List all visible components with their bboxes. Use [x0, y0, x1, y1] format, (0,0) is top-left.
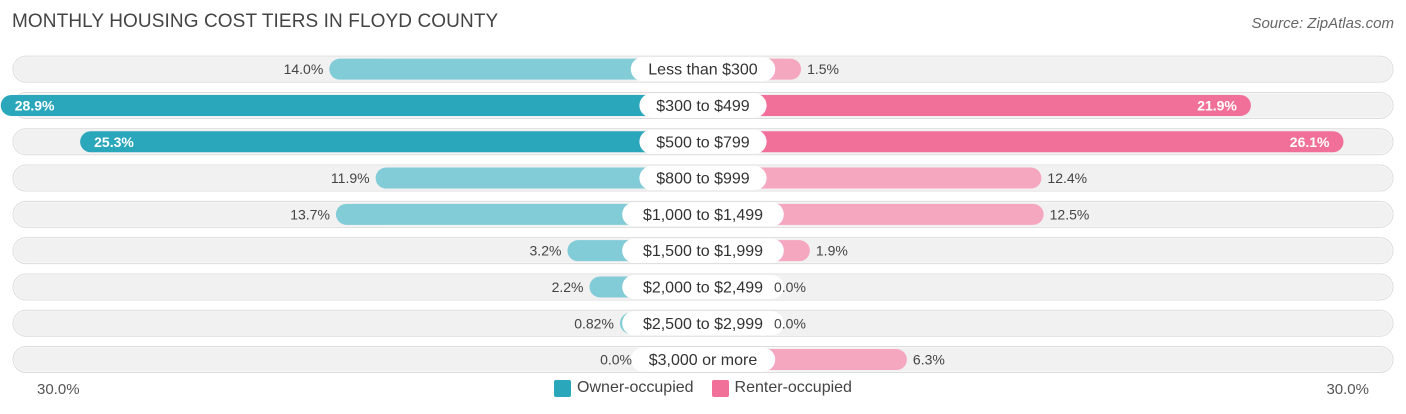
owner-value-label: 13.7%	[290, 206, 330, 222]
legend-item-owner[interactable]: Owner-occupied	[554, 379, 694, 397]
chart-title: MONTHLY HOUSING COST TIERS IN FLOYD COUN…	[12, 11, 499, 32]
category-pill	[639, 166, 767, 191]
category-label: $800 to $999	[656, 171, 750, 188]
renter-value-label: 1.9%	[816, 243, 848, 259]
renter-value-label: 0.0%	[774, 315, 806, 331]
renter-bar	[703, 203, 1044, 225]
category-pill	[622, 274, 784, 299]
category-label: $300 to $499	[656, 98, 750, 115]
category-label: $1,000 to $1,499	[643, 207, 763, 224]
renter-value-label: 6.3%	[913, 352, 945, 368]
renter-bar	[703, 131, 1344, 153]
category-pill	[630, 57, 776, 82]
category-label: Less than $300	[648, 62, 758, 79]
owner-value-label: 3.2%	[530, 243, 562, 259]
owner-bar	[335, 203, 703, 225]
category-pill	[622, 202, 784, 227]
renter-bar	[703, 94, 1251, 116]
axis-left-label: 30.0%	[37, 381, 80, 398]
owner-value-label: 14.0%	[284, 61, 324, 77]
owner-value-label: 2.2%	[552, 279, 584, 295]
renter-value-label: 12.5%	[1050, 206, 1090, 222]
legend-owner-label: Owner-occupied	[577, 379, 694, 396]
owner-value-label: 28.9%	[15, 97, 55, 113]
owner-swatch-icon	[554, 379, 572, 397]
category-pill	[639, 93, 767, 118]
category-pill	[622, 238, 784, 263]
owner-value-label: 0.0%	[600, 352, 632, 368]
owner-value-label: 25.3%	[94, 134, 134, 150]
owner-bar	[375, 167, 703, 189]
category-pill	[622, 311, 784, 336]
owner-bar	[80, 131, 703, 153]
renter-value-label: 26.1%	[1290, 134, 1330, 150]
owner-bar	[0, 94, 703, 116]
owner-value-label: 0.82%	[574, 315, 614, 331]
category-label: $2,500 to $2,999	[643, 316, 763, 333]
category-label: $500 to $799	[656, 134, 750, 151]
renter-value-label: 21.9%	[1197, 97, 1237, 113]
legend-renter-label: Renter-occupied	[734, 379, 852, 396]
category-label: $1,500 to $1,999	[643, 243, 763, 260]
renter-bar	[703, 167, 1042, 189]
diverging-bar-chart: Less than $300 14.0% 1.5% $300 to $499 28.9%…	[0, 55, 1394, 374]
axis-right-label: 30.0%	[1326, 381, 1369, 398]
category-label: $2,000 to $2,499	[643, 279, 763, 296]
owner-value-label: 11.9%	[331, 170, 370, 186]
owner-bar	[329, 58, 703, 80]
category-pill	[630, 347, 776, 372]
category-label: $3,000 or more	[649, 352, 758, 369]
renter-value-label: 0.0%	[774, 279, 806, 295]
renter-swatch-icon	[711, 379, 729, 397]
renter-value-label: 1.5%	[807, 61, 839, 77]
legend-item-renter[interactable]: Renter-occupied	[711, 379, 852, 397]
category-pill	[639, 129, 767, 154]
renter-value-label: 12.4%	[1047, 170, 1087, 186]
legend: Owner-occupied Renter-occupied	[0, 379, 1406, 397]
source-label: Source: ZipAtlas.com	[1251, 15, 1394, 32]
